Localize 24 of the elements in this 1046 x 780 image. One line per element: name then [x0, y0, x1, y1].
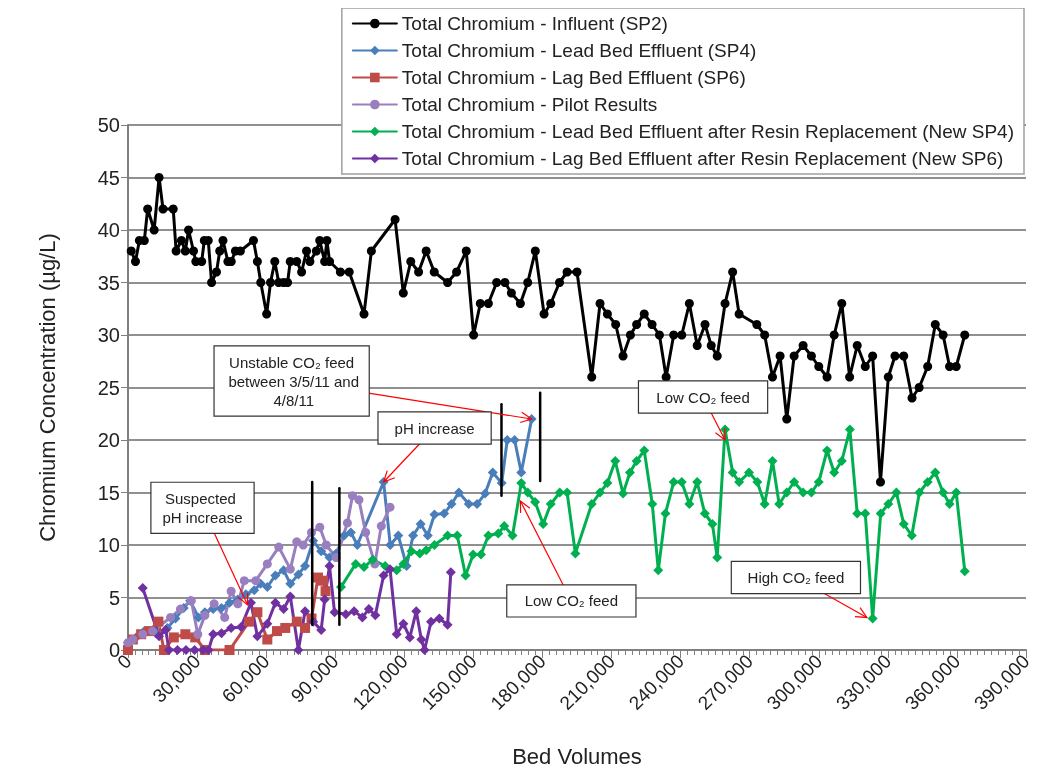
legend-label: Total Chromium - Pilot Results	[401, 94, 658, 115]
annotation: Low CO₂ feed	[524, 592, 619, 610]
y-tick-label: 45	[97, 166, 120, 189]
y-tick-label: 20	[97, 429, 120, 451]
annotation: High CO₂ feed	[747, 568, 845, 586]
y-tick-label: 40	[97, 219, 120, 241]
y-tick-label: 35	[97, 271, 120, 294]
annotation: Low CO₂ feed	[656, 388, 750, 406]
legend-label: Total Chromium - Lag Bed Effluent (SP6)	[401, 67, 746, 88]
y-tick-label: 30	[97, 324, 120, 346]
annotation: Suspected pH increase	[162, 489, 243, 526]
legend-label: Total Chromium - Influent (SP2)	[401, 13, 668, 34]
y-tick-label: 25	[97, 376, 120, 399]
legend-label: Total Chromium - Lag Bed Effluent after Resin Replacement (New SP6)	[401, 148, 1004, 169]
y-tick-label: 50	[97, 114, 120, 136]
annotation: pH increase	[394, 419, 475, 437]
y-tick-label: 15	[97, 481, 120, 504]
x-axis-title: Bed Volumes	[512, 743, 642, 769]
y-tick-label: 5	[108, 586, 120, 609]
y-tick-label: 10	[97, 534, 120, 556]
legend-label: Total Chromium - Lead Bed Effluent (SP4)	[401, 40, 757, 61]
annotation: Unstable CO₂ feed between 3/5/11 and 4/8/11	[224, 353, 360, 409]
y-axis-title: Chromium Concentration (µg/L)	[34, 233, 60, 542]
legend-label: Total Chromium - Lead Bed Effluent after Resin Replacement (New SP4)	[401, 121, 1014, 142]
